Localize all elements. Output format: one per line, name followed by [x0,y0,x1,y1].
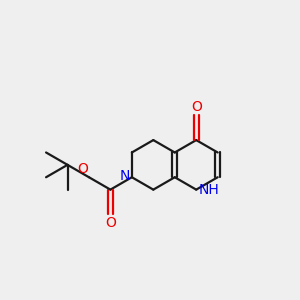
Text: N: N [119,169,130,183]
Text: O: O [77,162,88,176]
Text: NH: NH [198,183,219,196]
Text: O: O [191,100,202,114]
Text: O: O [105,216,116,230]
